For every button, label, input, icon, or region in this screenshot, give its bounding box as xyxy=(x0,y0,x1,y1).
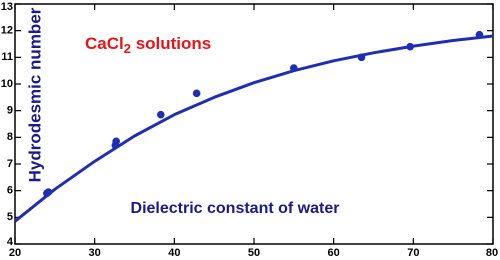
y-tick-label: 13 xyxy=(1,1,13,13)
fit-line xyxy=(14,34,494,223)
y-tick-label: 10 xyxy=(1,78,13,90)
y-tick-label: 4 xyxy=(7,236,14,248)
x-tick-label: 80 xyxy=(486,247,498,259)
x-tick-label: 60 xyxy=(328,247,340,259)
annotation-suffix: solutions xyxy=(131,34,211,53)
x-tick-label: 30 xyxy=(89,247,101,259)
y-tick-label: 7 xyxy=(7,158,13,170)
annotation-text: CaCl xyxy=(85,34,124,53)
data-point xyxy=(156,110,165,119)
x-tick-label: 70 xyxy=(407,247,419,259)
x-axis-label: Dielectric constant of water xyxy=(131,200,340,217)
data-point xyxy=(112,137,120,146)
y-tick-label: 12 xyxy=(1,25,13,37)
x-tick-label: 50 xyxy=(248,247,260,259)
y-tick-label: 5 xyxy=(7,211,13,223)
y-tick-label: 9 xyxy=(7,105,13,117)
annotation-subscript: 2 xyxy=(124,41,131,56)
annotation: CaCl2 solutions xyxy=(85,34,211,56)
x-tick-label: 20 xyxy=(9,247,21,259)
y-axis-label: Hydrodesmic number xyxy=(25,7,44,182)
y-tick-label: 11 xyxy=(1,51,13,63)
x-tick-label: 40 xyxy=(168,247,180,259)
data-point xyxy=(192,89,201,98)
y-tick-label: 8 xyxy=(7,131,13,143)
y-tick-label: 6 xyxy=(7,185,13,197)
